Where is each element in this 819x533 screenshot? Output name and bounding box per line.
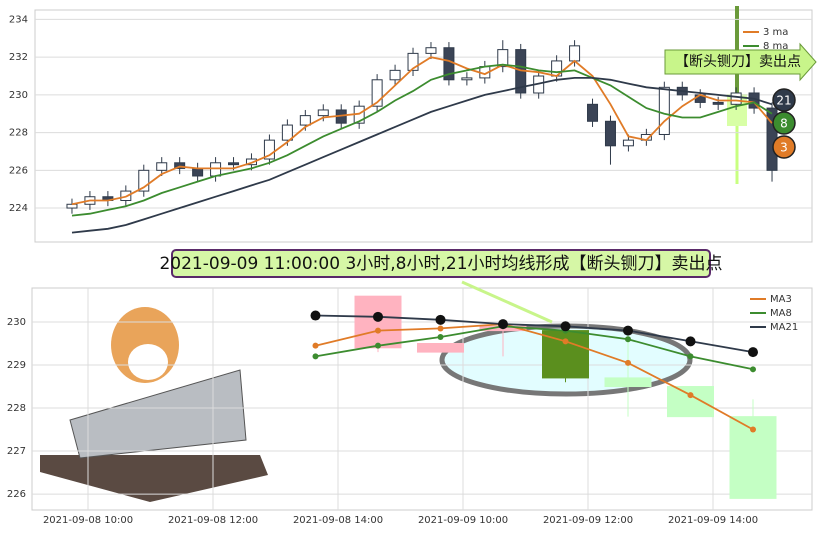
candle-body — [138, 169, 150, 192]
ma-line — [315, 314, 754, 353]
candle-body — [604, 377, 652, 388]
candle-body — [425, 47, 437, 54]
candle-body — [371, 79, 383, 107]
end-label: 8 — [780, 117, 788, 131]
ma-marker — [437, 334, 444, 341]
ma-marker — [687, 353, 694, 360]
end-badge — [772, 88, 796, 112]
top-plot-frame — [34, 9, 813, 243]
ma-marker — [375, 342, 381, 349]
candle-body — [569, 45, 581, 62]
marks-layer: 224 226 228 230 232 234 3 ma 3 8 ma 8 21 226 227 228 2… — [7, 14, 812, 526]
ma-marker — [748, 347, 758, 358]
blade-illustration — [40, 307, 268, 502]
legend-label: MA3 — [770, 294, 792, 305]
ma-marker — [498, 319, 508, 330]
ma-marker — [375, 327, 381, 334]
candle-body — [658, 86, 670, 135]
end-badge — [772, 135, 796, 159]
x-tick-label: 2021-09-09 14:00 — [668, 515, 758, 526]
annotation: 【断头铡刀】卖出点 — [675, 54, 801, 70]
legend-label: 3 ma — [763, 27, 788, 38]
ma-marker — [312, 342, 319, 349]
candle-body — [417, 343, 464, 353]
candle-body — [587, 103, 599, 122]
candle-body — [389, 69, 401, 81]
blade-base — [40, 455, 268, 502]
ma-marker — [750, 426, 756, 433]
ma-line — [71, 56, 773, 206]
y-tick-label: 232 — [9, 52, 28, 63]
ma-marker — [435, 314, 446, 325]
candle-body — [730, 92, 742, 105]
banner — [171, 249, 711, 278]
ma-marker — [437, 325, 444, 332]
candle-body — [407, 52, 419, 71]
candle-body — [712, 101, 724, 105]
x-tick-label: 2021-09-08 10:00 — [43, 515, 133, 526]
x-tick-label: 2021-09-08 12:00 — [168, 515, 258, 526]
legend-label: 8 ma — [763, 41, 788, 52]
dog-face — [128, 344, 168, 380]
y-tick-label: 227 — [7, 446, 26, 457]
y-tick-label: 228 — [7, 403, 26, 414]
ma-marker — [310, 310, 321, 321]
candle-body — [281, 124, 293, 141]
y-tick-label: 226 — [9, 165, 28, 176]
candle-body — [263, 139, 275, 160]
candle-body — [317, 109, 329, 117]
y-tick-label: 230 — [9, 90, 28, 101]
candle-body — [156, 162, 168, 171]
ma-marker — [560, 321, 571, 332]
candle-body — [354, 295, 402, 349]
pointer-arrow — [461, 280, 553, 324]
candle-body — [210, 162, 222, 177]
end-label: 21 — [776, 94, 791, 108]
ma-marker — [687, 392, 694, 399]
annotation-layer: 【断头铡刀】卖出点 2021-09-09 11:00:00 3小时,8小时,21… — [159, 42, 817, 324]
candle-body — [622, 139, 634, 147]
y-tick-label: 228 — [9, 128, 28, 139]
candle-body — [66, 203, 78, 209]
candle-body — [604, 120, 616, 147]
candle-body — [299, 115, 311, 126]
ma-line — [315, 323, 754, 431]
ma-marker — [685, 336, 696, 347]
x-tick-label: 2021-09-09 10:00 — [418, 515, 508, 526]
y-tick-label: 229 — [7, 360, 26, 371]
end-badge — [772, 111, 796, 135]
y-tick-label: 226 — [7, 489, 26, 500]
candle-body — [667, 386, 714, 418]
y-tick-label: 224 — [9, 203, 28, 214]
candle-body — [497, 49, 509, 68]
y-tick-label: 234 — [9, 14, 28, 25]
ma-marker — [625, 359, 631, 366]
ma-marker — [373, 311, 383, 322]
banner-title: 2021-09-09 11:00:00 3小时,8小时,21小时均线形成【断头铡… — [159, 254, 722, 274]
ma-line — [315, 325, 754, 371]
legend-label: MA21 — [770, 322, 798, 333]
x-tick-label: 2021-09-09 12:00 — [543, 515, 633, 526]
end-label: 3 — [780, 141, 788, 155]
candle-body — [192, 167, 204, 177]
ma-marker — [312, 353, 319, 360]
ma-marker — [623, 325, 633, 336]
ma-line — [71, 77, 773, 234]
candle-body — [461, 77, 473, 81]
candle-body — [174, 162, 186, 169]
annotation-arrow — [664, 42, 817, 82]
blade — [69, 369, 247, 459]
x-tick-label: 2021-09-08 14:00 — [293, 515, 383, 526]
ma-marker — [562, 338, 569, 345]
candle-body — [228, 162, 240, 166]
ma-marker — [625, 336, 631, 343]
ma-marker — [750, 366, 756, 373]
y-tick-label: 230 — [7, 317, 26, 328]
ma-line — [71, 63, 773, 217]
legend-label: MA8 — [770, 308, 792, 319]
